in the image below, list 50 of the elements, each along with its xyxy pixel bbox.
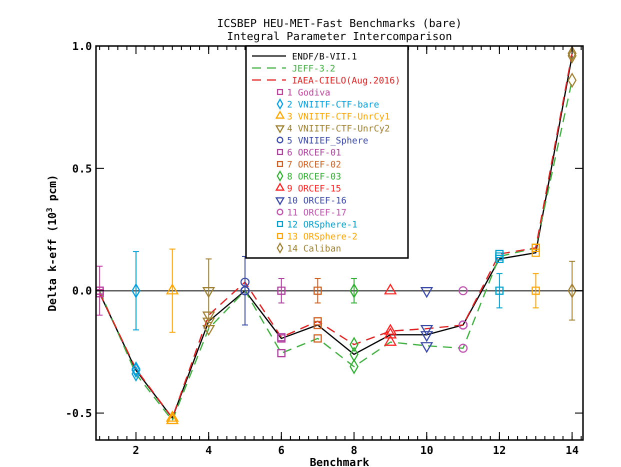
chart-title: ICSBEP HEU-MET-Fast Benchmarks (bare) xyxy=(216,17,462,30)
point xyxy=(458,286,468,296)
point xyxy=(277,286,286,295)
point xyxy=(495,252,504,261)
point xyxy=(166,414,178,424)
legend-label: 3 VNIITF-CTF-UnrCy1 xyxy=(287,112,390,122)
x-tick-label: 10 xyxy=(420,444,434,457)
legend-label: 1 Godiva xyxy=(287,88,330,98)
point xyxy=(314,286,322,295)
legend-label: 5 VNIIEF_Sphere xyxy=(287,136,368,146)
point xyxy=(420,324,433,336)
legend-label: 8 ORCEF-03 xyxy=(287,172,342,182)
point xyxy=(202,311,215,322)
legend-label: 9 ORCEF-15 xyxy=(287,184,342,194)
legend-label: JEFF-3.2 xyxy=(292,64,336,74)
point xyxy=(314,320,322,330)
legend-label: 13 ORSphere-2 xyxy=(287,232,358,242)
x-tick-label: 6 xyxy=(278,444,286,457)
chart-subtitle: Integral Parameter Intercomparison xyxy=(226,30,452,43)
point xyxy=(314,334,322,343)
x-tick-label: 8 xyxy=(350,444,358,457)
legend-label: IAEA-CIELO(Aug.2016) xyxy=(292,76,400,86)
point xyxy=(240,278,250,287)
point xyxy=(277,348,286,358)
legend-label: 2 VNIITF-CTF-bare xyxy=(287,100,380,110)
x-tick-label: 2 xyxy=(132,444,140,457)
legend-label: 4 VNIITF-CTF-UnrCy2 xyxy=(287,124,390,134)
point xyxy=(532,248,540,257)
x-tick-label: 12 xyxy=(492,444,506,457)
point xyxy=(314,317,322,326)
x-axis-title: Benchmark xyxy=(310,456,370,467)
y-tick-label: 0.0 xyxy=(72,284,92,298)
point xyxy=(495,254,504,264)
point xyxy=(458,344,468,353)
point xyxy=(495,286,504,295)
y-tick-label: -0.5 xyxy=(66,407,92,420)
legend-label: 12 ORSphere-1 xyxy=(287,220,358,230)
y-tick-label: 1.0 xyxy=(72,40,92,53)
y-tick-label: 0.5 xyxy=(72,162,92,176)
legend-label: 7 ORCEF-02 xyxy=(287,160,342,170)
legend-label: 6 ORCEF-01 xyxy=(287,148,342,158)
point xyxy=(202,324,215,336)
point xyxy=(532,286,540,295)
x-tick-label: 4 xyxy=(205,444,212,457)
x-tick-label: 14 xyxy=(565,444,580,457)
point xyxy=(495,250,504,258)
legend-label: ENDF/B-VII.1 xyxy=(292,52,358,62)
legend-label: 11 ORCEF-17 xyxy=(287,208,347,218)
legend-label: 14 Caliban xyxy=(287,244,342,254)
legend-label: 10 ORCEF-16 xyxy=(287,196,347,206)
